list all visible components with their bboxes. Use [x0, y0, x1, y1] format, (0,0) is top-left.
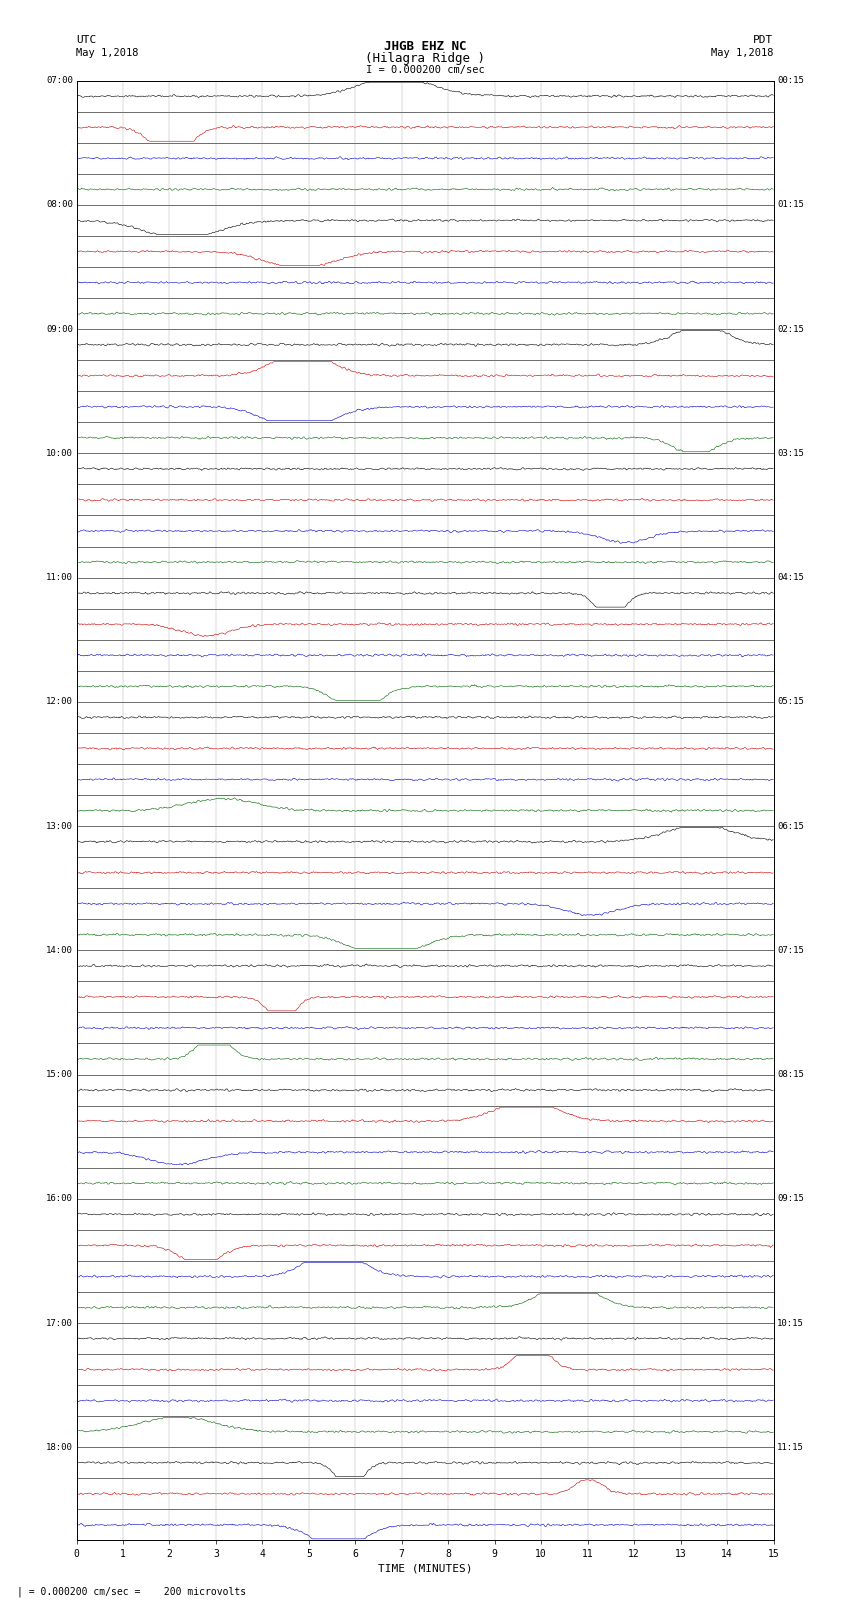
Text: 03:15: 03:15: [777, 448, 804, 458]
Text: 17:00: 17:00: [46, 1318, 73, 1327]
Text: 11:00: 11:00: [46, 573, 73, 582]
Text: 10:15: 10:15: [777, 1318, 804, 1327]
Text: 08:15: 08:15: [777, 1069, 804, 1079]
Text: 07:15: 07:15: [777, 945, 804, 955]
Text: | = 0.000200 cm/sec =    200 microvolts: | = 0.000200 cm/sec = 200 microvolts: [17, 1586, 246, 1597]
Text: (Hilagra Ridge ): (Hilagra Ridge ): [365, 52, 485, 65]
Text: 06:15: 06:15: [777, 821, 804, 831]
Text: 05:15: 05:15: [777, 697, 804, 706]
Text: PDT: PDT: [753, 35, 774, 45]
Text: 02:15: 02:15: [777, 324, 804, 334]
Text: 01:15: 01:15: [777, 200, 804, 210]
Text: 18:00: 18:00: [46, 1442, 73, 1452]
Text: UTC: UTC: [76, 35, 97, 45]
X-axis label: TIME (MINUTES): TIME (MINUTES): [377, 1563, 473, 1574]
Text: 08:00: 08:00: [46, 200, 73, 210]
Text: 00:15: 00:15: [777, 76, 804, 85]
Text: 12:00: 12:00: [46, 697, 73, 706]
Text: 09:15: 09:15: [777, 1194, 804, 1203]
Text: 10:00: 10:00: [46, 448, 73, 458]
Text: 16:00: 16:00: [46, 1194, 73, 1203]
Text: 14:00: 14:00: [46, 945, 73, 955]
Text: May 1,2018: May 1,2018: [711, 48, 774, 58]
Text: 09:00: 09:00: [46, 324, 73, 334]
Text: 04:15: 04:15: [777, 573, 804, 582]
Text: 13:00: 13:00: [46, 821, 73, 831]
Text: 07:00: 07:00: [46, 76, 73, 85]
Text: 11:15: 11:15: [777, 1442, 804, 1452]
Text: 15:00: 15:00: [46, 1069, 73, 1079]
Text: May 1,2018: May 1,2018: [76, 48, 139, 58]
Text: JHGB EHZ NC: JHGB EHZ NC: [383, 40, 467, 53]
Text: I = 0.000200 cm/sec: I = 0.000200 cm/sec: [366, 65, 484, 74]
